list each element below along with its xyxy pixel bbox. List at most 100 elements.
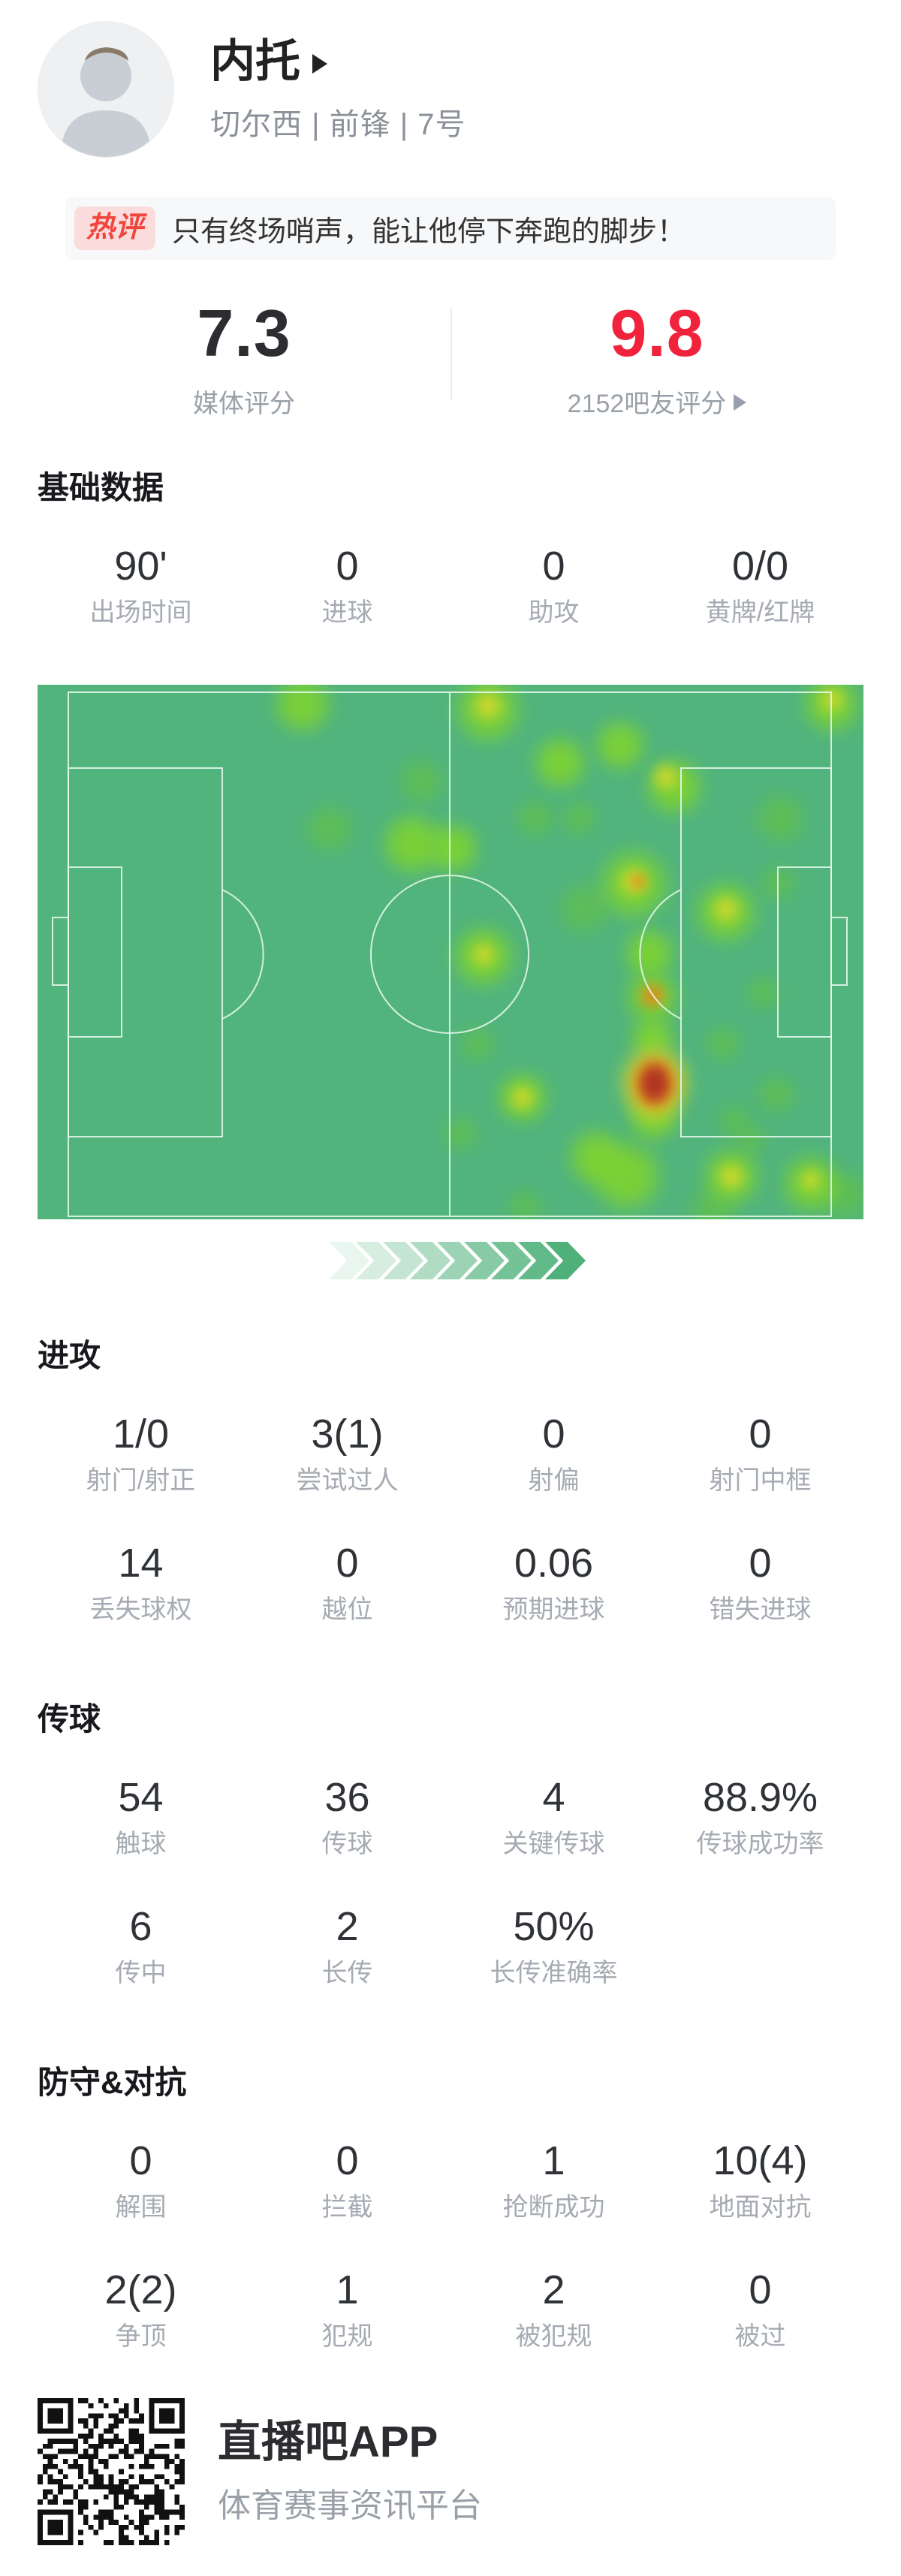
stat-label: 解围 — [115, 2193, 167, 2222]
heat-blob — [440, 1113, 482, 1155]
stat-label: 抢断成功 — [502, 2193, 605, 2222]
stat-value: 0 — [542, 544, 565, 589]
stat-value: 2(2) — [104, 2267, 177, 2312]
heat-blob — [711, 894, 741, 924]
stat-cell: 90' 出场时间 — [38, 542, 244, 629]
app-tagline: 体育赛事资讯平台 — [218, 2487, 482, 2524]
player-header: 内托 切尔西 | 前锋 | 7号 — [38, 21, 863, 158]
stat-cell: 0 射门中框 — [657, 1410, 863, 1497]
heat-blob — [702, 1023, 744, 1065]
section-passing: 传球 54 触球 36 传球 4 关键传球 88.9% 传球成功率 6 传中 2 长传 50% 长传准确率 — [38, 1698, 863, 1990]
stat-cell: 3(1) 尝试过人 — [244, 1410, 450, 1497]
stat-value: 14 — [118, 1541, 164, 1586]
stat-label: 进球 — [321, 598, 373, 627]
heat-blob — [799, 1168, 823, 1192]
stat-label: 触球 — [115, 1830, 167, 1858]
section-basic: 基础数据 90' 出场时间 0 进球 0 助攻 0/0 黄牌/红牌 — [38, 467, 863, 629]
stat-label: 射偏 — [528, 1466, 580, 1495]
pitch-lines — [52, 691, 848, 1217]
stat-label: 拦截 — [321, 2193, 373, 2222]
stat-cell: 2 被犯规 — [450, 2266, 657, 2353]
heat-blob — [716, 1161, 746, 1192]
stat-cell: 2(2) 争顶 — [38, 2266, 244, 2353]
ratings-panel: 7.3 媒体评分 9.8 2152吧友评分 — [38, 296, 863, 428]
stat-cell: 0 错失进球 — [657, 1539, 863, 1626]
section-title: 防守&对抗 — [38, 2065, 187, 2100]
section-attack: 进攻 1/0 射门/射正 3(1) 尝试过人 0 射偏 0 射门中框 14 丢失球权 0 越位 0.06… — [38, 1335, 863, 1626]
stat-label: 传球 — [321, 1830, 373, 1858]
player-avatar — [38, 21, 174, 158]
stat-value: 0 — [336, 1541, 359, 1586]
heat-blob — [472, 689, 505, 722]
stat-label: 长传 — [321, 1959, 373, 1987]
player-name-row[interactable]: 内托 — [210, 35, 466, 88]
stat-label: 射门/射正 — [86, 1466, 196, 1495]
stat-cell: 1/0 射门/射正 — [38, 1410, 244, 1497]
stat-value: 2 — [542, 2267, 565, 2312]
hot-comment-text: 只有终场哨声，能让他停下奔跑的脚步！ — [172, 215, 686, 248]
stat-label: 长传准确率 — [490, 1959, 618, 1987]
heat-blob — [423, 818, 484, 878]
heat-blob — [301, 800, 358, 857]
fans-rating-label-text: 2152吧友评分 — [567, 390, 727, 418]
stat-cell: 10(4) 地面对抗 — [657, 2137, 863, 2224]
stat-label: 传中 — [115, 1959, 167, 1987]
stat-cell: 0 被过 — [657, 2266, 863, 2353]
stat-cell: 50% 长传准确率 — [450, 1903, 657, 1990]
stat-label: 被犯规 — [515, 2322, 592, 2351]
heat-blob — [590, 716, 650, 776]
stat-rows: 54 触球 36 传球 4 关键传球 88.9% 传球成功率 6 传中 2 长传 50% 长传准确率 — [38, 1773, 863, 1990]
stat-label: 关键传球 — [502, 1830, 605, 1858]
heat-blob — [743, 974, 782, 1013]
stat-value: 36 — [324, 1775, 370, 1820]
position-heatmap — [38, 685, 863, 1219]
stat-label: 犯规 — [321, 2322, 373, 2351]
fans-rating-label: 2152吧友评分 — [450, 383, 863, 420]
stat-value: 0/0 — [731, 544, 789, 589]
stat-value: 1 — [542, 2138, 565, 2183]
media-rating-label: 媒体评分 — [38, 383, 450, 420]
stat-value: 0 — [336, 2138, 359, 2183]
app-name: 直播吧APP — [218, 2418, 438, 2466]
stat-value: 1 — [336, 2267, 359, 2312]
stat-cell: 0 进球 — [244, 542, 450, 629]
avatar-silhouette — [38, 22, 173, 157]
stat-cell: 36 传球 — [244, 1773, 450, 1860]
stat-value: 2 — [336, 1904, 359, 1949]
stat-label: 丢失球权 — [89, 1595, 192, 1624]
media-rating-value: 7.3 — [197, 296, 291, 370]
stat-label: 出场时间 — [89, 598, 192, 627]
section-title: 传球 — [38, 1701, 101, 1737]
stat-cell: 0.06 预期进球 — [450, 1539, 657, 1626]
section-defense: 防守&对抗 0 解围 0 拦截 1 抢断成功 10(4) 地面对抗 2(2) 争顶 1 犯规 2 被犯规 0… — [38, 2062, 863, 2353]
stat-label: 争顶 — [115, 2322, 167, 2351]
section-title: 进攻 — [38, 1338, 101, 1373]
heat-blob — [457, 1023, 499, 1065]
stat-cell: 4 关键传球 — [450, 1773, 657, 1860]
arrow-right-icon — [312, 54, 327, 74]
stat-label: 助攻 — [528, 598, 580, 627]
stat-cell: 0 解围 — [38, 2137, 244, 2224]
player-meta: 切尔西 | 前锋 | 7号 — [210, 108, 466, 141]
fans-rating[interactable]: 9.8 2152吧友评分 — [450, 296, 863, 428]
heat-blob — [558, 797, 600, 839]
stat-cell: 1 抢断成功 — [450, 2137, 657, 2224]
stat-label: 射门中框 — [709, 1466, 812, 1495]
heat-blob — [629, 872, 647, 890]
stat-cell: 1 犯规 — [244, 2266, 450, 2353]
progress-chevrons — [329, 1242, 586, 1279]
stat-rows: 90' 出场时间 0 进球 0 助攻 0/0 黄牌/红牌 — [38, 542, 863, 629]
arrow-right-icon — [734, 393, 747, 411]
stat-label: 传球成功率 — [696, 1830, 824, 1858]
section-title: 基础数据 — [38, 470, 164, 505]
stat-cell: 14 丢失球权 — [38, 1539, 244, 1626]
hot-comment-bar[interactable]: 热评 只有终场哨声，能让他停下奔跑的脚步！ — [65, 197, 836, 260]
stat-label: 尝试过人 — [296, 1466, 399, 1495]
stat-value: 50% — [513, 1904, 595, 1949]
stat-value: 10(4) — [713, 2138, 808, 2183]
stat-cell: 0 助攻 — [450, 542, 657, 629]
stat-value: 54 — [118, 1775, 164, 1820]
stat-cell: 54 触球 — [38, 1773, 244, 1860]
stat-rows: 0 解围 0 拦截 1 抢断成功 10(4) 地面对抗 2(2) 争顶 1 犯规 2 被犯规 0 被过 — [38, 2137, 863, 2353]
stat-value: 3(1) — [311, 1412, 384, 1457]
